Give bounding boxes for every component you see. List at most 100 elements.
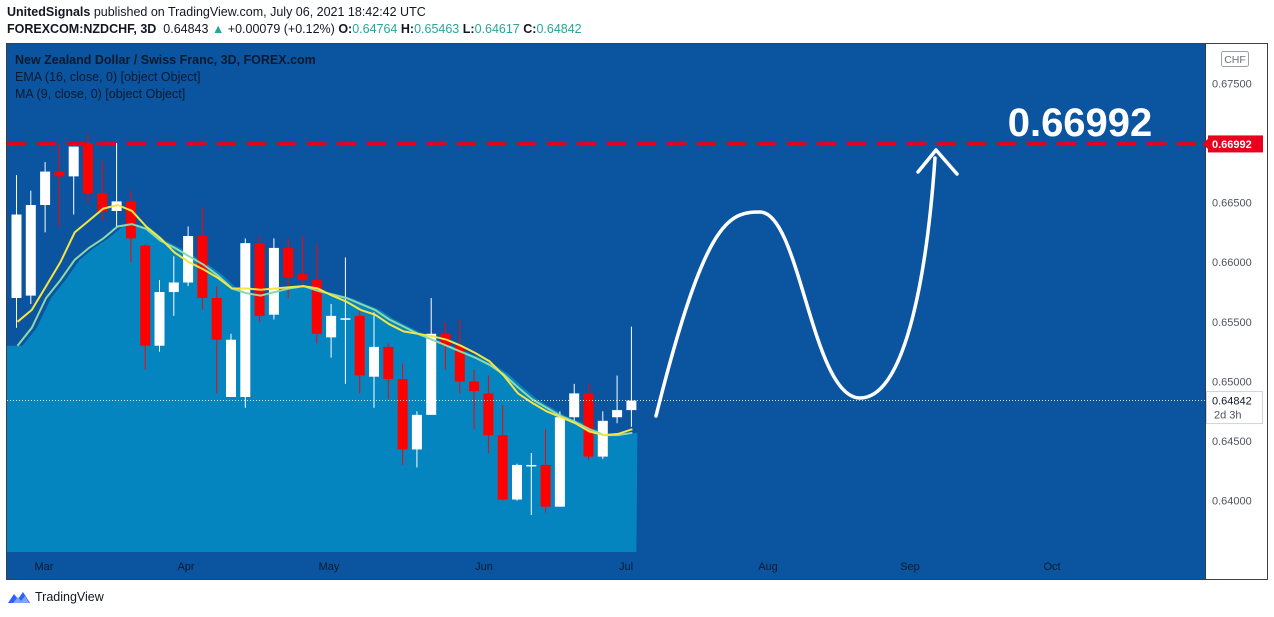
candle-body bbox=[626, 400, 637, 411]
time-tick-label: Jul bbox=[619, 561, 633, 573]
candle[interactable] bbox=[483, 375, 494, 454]
candle-body bbox=[97, 193, 108, 211]
time-tick-label: May bbox=[319, 561, 340, 573]
candle-body bbox=[354, 315, 365, 376]
candle[interactable] bbox=[554, 411, 565, 507]
close-label: C: bbox=[523, 22, 537, 36]
candle-body bbox=[512, 464, 522, 500]
candle-body bbox=[125, 201, 136, 239]
candle-body bbox=[426, 333, 437, 415]
candle-body bbox=[569, 393, 580, 418]
currency-badge[interactable] bbox=[1221, 51, 1249, 67]
candle-body bbox=[268, 247, 279, 315]
tradingview-brand: TradingView bbox=[35, 590, 104, 604]
candle-body bbox=[283, 247, 294, 278]
candle-body bbox=[83, 142, 93, 194]
price-axis-background[interactable] bbox=[1205, 44, 1267, 552]
last-price: 0.64843 bbox=[163, 22, 209, 36]
candle[interactable] bbox=[512, 463, 522, 501]
candle-body bbox=[583, 393, 594, 457]
candle[interactable] bbox=[626, 326, 637, 427]
candle[interactable] bbox=[311, 244, 322, 344]
candle-body bbox=[497, 435, 508, 500]
candle[interactable] bbox=[569, 383, 580, 423]
candle[interactable] bbox=[268, 238, 279, 320]
candle-body bbox=[397, 379, 408, 450]
candle-body bbox=[526, 464, 537, 467]
open-label: O: bbox=[338, 22, 353, 36]
candle[interactable] bbox=[583, 383, 594, 461]
candle[interactable] bbox=[454, 319, 465, 394]
candle[interactable] bbox=[497, 405, 508, 501]
candle[interactable] bbox=[11, 175, 22, 328]
legend-title: New Zealand Dollar / Swiss Franc, 3D, FO… bbox=[15, 53, 316, 67]
candle-body bbox=[254, 243, 265, 316]
symbol-label: FOREXCOM:NZDCHF, 3D bbox=[7, 22, 157, 36]
candles-layer bbox=[11, 133, 637, 516]
candle[interactable] bbox=[526, 453, 537, 516]
candle[interactable] bbox=[154, 280, 165, 352]
high-value: 0.65463 bbox=[414, 22, 460, 36]
candle-body bbox=[311, 280, 322, 334]
candle[interactable] bbox=[540, 429, 551, 513]
candle[interactable] bbox=[469, 369, 480, 430]
publish-info: UnitedSignals published on TradingView.c… bbox=[7, 5, 426, 19]
price-tick-label: 0.66000 bbox=[1212, 257, 1252, 269]
time-axis-background[interactable] bbox=[7, 552, 1205, 579]
last-price-badge bbox=[1206, 391, 1263, 425]
candle[interactable] bbox=[140, 244, 151, 370]
candle-body bbox=[469, 381, 480, 392]
candle-body bbox=[369, 346, 379, 377]
candle-body bbox=[597, 420, 608, 457]
candle[interactable] bbox=[25, 190, 36, 304]
candle[interactable] bbox=[83, 133, 93, 203]
candle[interactable] bbox=[68, 146, 79, 215]
candle[interactable] bbox=[54, 142, 65, 227]
projection-arrowhead-icon bbox=[916, 148, 959, 176]
candle-body bbox=[340, 318, 351, 320]
tradingview-logo-icon bbox=[8, 592, 30, 603]
ema-line bbox=[16, 203, 633, 437]
candle[interactable] bbox=[612, 375, 623, 424]
tradingview-footer[interactable]: TradingView bbox=[7, 590, 104, 604]
projection-curve[interactable] bbox=[654, 156, 937, 418]
candle[interactable] bbox=[40, 162, 51, 233]
candle-body bbox=[68, 146, 79, 177]
low-label: L: bbox=[462, 22, 475, 36]
legend-ema: EMA (16, close, 0) [object Object] bbox=[15, 70, 201, 84]
candle-body bbox=[197, 235, 208, 298]
candle[interactable] bbox=[369, 312, 379, 408]
open-value: 0.64764 bbox=[352, 22, 398, 36]
candle[interactable] bbox=[397, 363, 408, 465]
candle[interactable] bbox=[254, 235, 265, 322]
candle[interactable] bbox=[211, 286, 222, 394]
high-label: H: bbox=[400, 22, 415, 36]
candle[interactable] bbox=[125, 190, 136, 263]
candle[interactable] bbox=[411, 411, 422, 468]
close-value: 0.64842 bbox=[536, 22, 582, 36]
price-change: +0.00079 (+0.12%) bbox=[227, 22, 335, 36]
candle[interactable] bbox=[340, 257, 351, 384]
candle-body bbox=[154, 292, 165, 346]
candle-body bbox=[211, 298, 222, 340]
candle[interactable] bbox=[197, 207, 208, 310]
author-name[interactable]: UnitedSignals bbox=[7, 5, 91, 19]
candle[interactable] bbox=[426, 298, 437, 415]
candle-body bbox=[540, 464, 551, 507]
candle-body bbox=[11, 214, 22, 298]
candle[interactable] bbox=[168, 256, 179, 316]
price-tick-label: 0.65000 bbox=[1212, 376, 1252, 388]
candle[interactable] bbox=[297, 235, 308, 287]
candle-body bbox=[226, 339, 236, 397]
last-price-badge-label: 0.64842 bbox=[1212, 396, 1252, 408]
candle[interactable] bbox=[226, 333, 236, 397]
candle[interactable] bbox=[383, 343, 394, 400]
target-price-badge-label: 0.66992 bbox=[1212, 139, 1252, 151]
candle-body bbox=[183, 235, 194, 283]
target-price-badge bbox=[1208, 135, 1263, 153]
candle[interactable] bbox=[326, 303, 337, 358]
candle[interactable] bbox=[240, 238, 251, 408]
target-annotation[interactable]: 0.66992 bbox=[1008, 101, 1153, 145]
candle[interactable] bbox=[354, 309, 365, 394]
